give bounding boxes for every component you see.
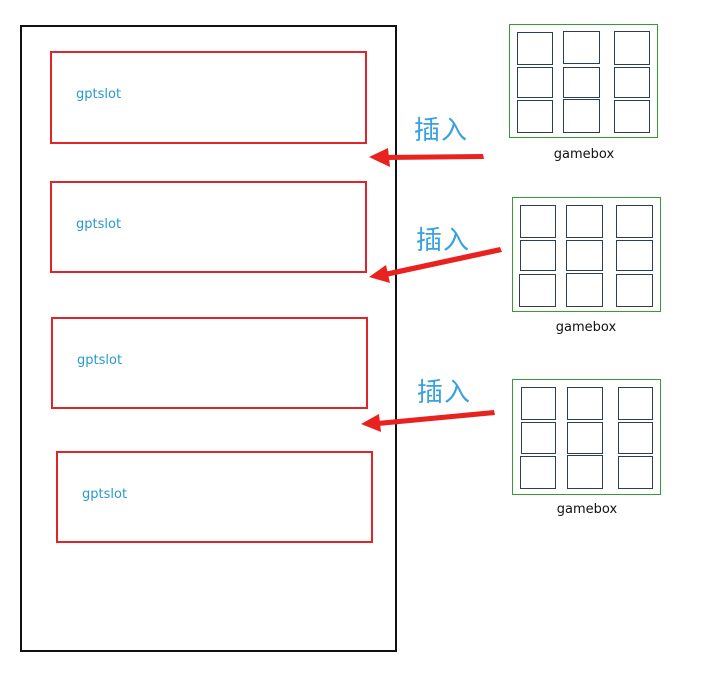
gamebox-cell <box>614 67 650 98</box>
gptslot-label: gptslot <box>77 353 123 368</box>
gamebox-cell <box>520 205 556 238</box>
gptslot-label: gptslot <box>82 487 128 502</box>
gptslot-box: gptslot <box>50 51 367 144</box>
gamebox-grid <box>509 24 658 138</box>
gamebox-cell <box>521 422 556 454</box>
gamebox-cell <box>566 240 603 271</box>
gamebox-cell <box>519 274 556 307</box>
gamebox-grid <box>512 197 661 312</box>
gptslot-box: gptslot <box>56 451 373 543</box>
gptslot-box: gptslot <box>50 181 367 273</box>
gptslot-label: gptslot <box>76 217 122 232</box>
gamebox-cell <box>567 422 603 454</box>
gamebox-cell <box>566 273 603 307</box>
insert-label: 插入 <box>416 226 471 256</box>
gamebox-cell <box>616 205 653 238</box>
gamebox-cell <box>517 32 553 65</box>
gamebox-cell <box>563 31 600 64</box>
gamebox-cell <box>566 205 603 238</box>
gamebox-cell <box>614 31 650 65</box>
insert-label: 插入 <box>414 116 469 146</box>
gamebox-cell <box>614 100 650 133</box>
page-container <box>20 25 397 652</box>
gamebox-label: gamebox <box>555 320 617 335</box>
gptslot-box: gptslot <box>51 317 368 409</box>
gamebox-label: gamebox <box>553 147 615 162</box>
insert-label: 插入 <box>417 378 472 408</box>
gamebox-cell <box>616 240 653 271</box>
gamebox-cell <box>521 387 556 420</box>
gamebox-cell <box>567 387 603 420</box>
gamebox-cell <box>567 455 603 489</box>
arrow-shaft <box>383 154 484 160</box>
gamebox-cell <box>517 67 553 98</box>
gptslot-label: gptslot <box>76 87 122 102</box>
gamebox-cell <box>618 422 653 454</box>
gamebox-cell <box>616 274 653 307</box>
gamebox-label: gamebox <box>556 502 618 517</box>
gamebox-cell <box>563 99 600 133</box>
gamebox-cell <box>520 240 556 271</box>
gamebox-cell <box>517 100 553 133</box>
gamebox-cell <box>618 387 653 420</box>
gamebox-cell <box>618 456 653 489</box>
gamebox-cell <box>563 67 600 98</box>
gamebox-cell <box>520 456 556 489</box>
gamebox-grid <box>512 379 661 495</box>
